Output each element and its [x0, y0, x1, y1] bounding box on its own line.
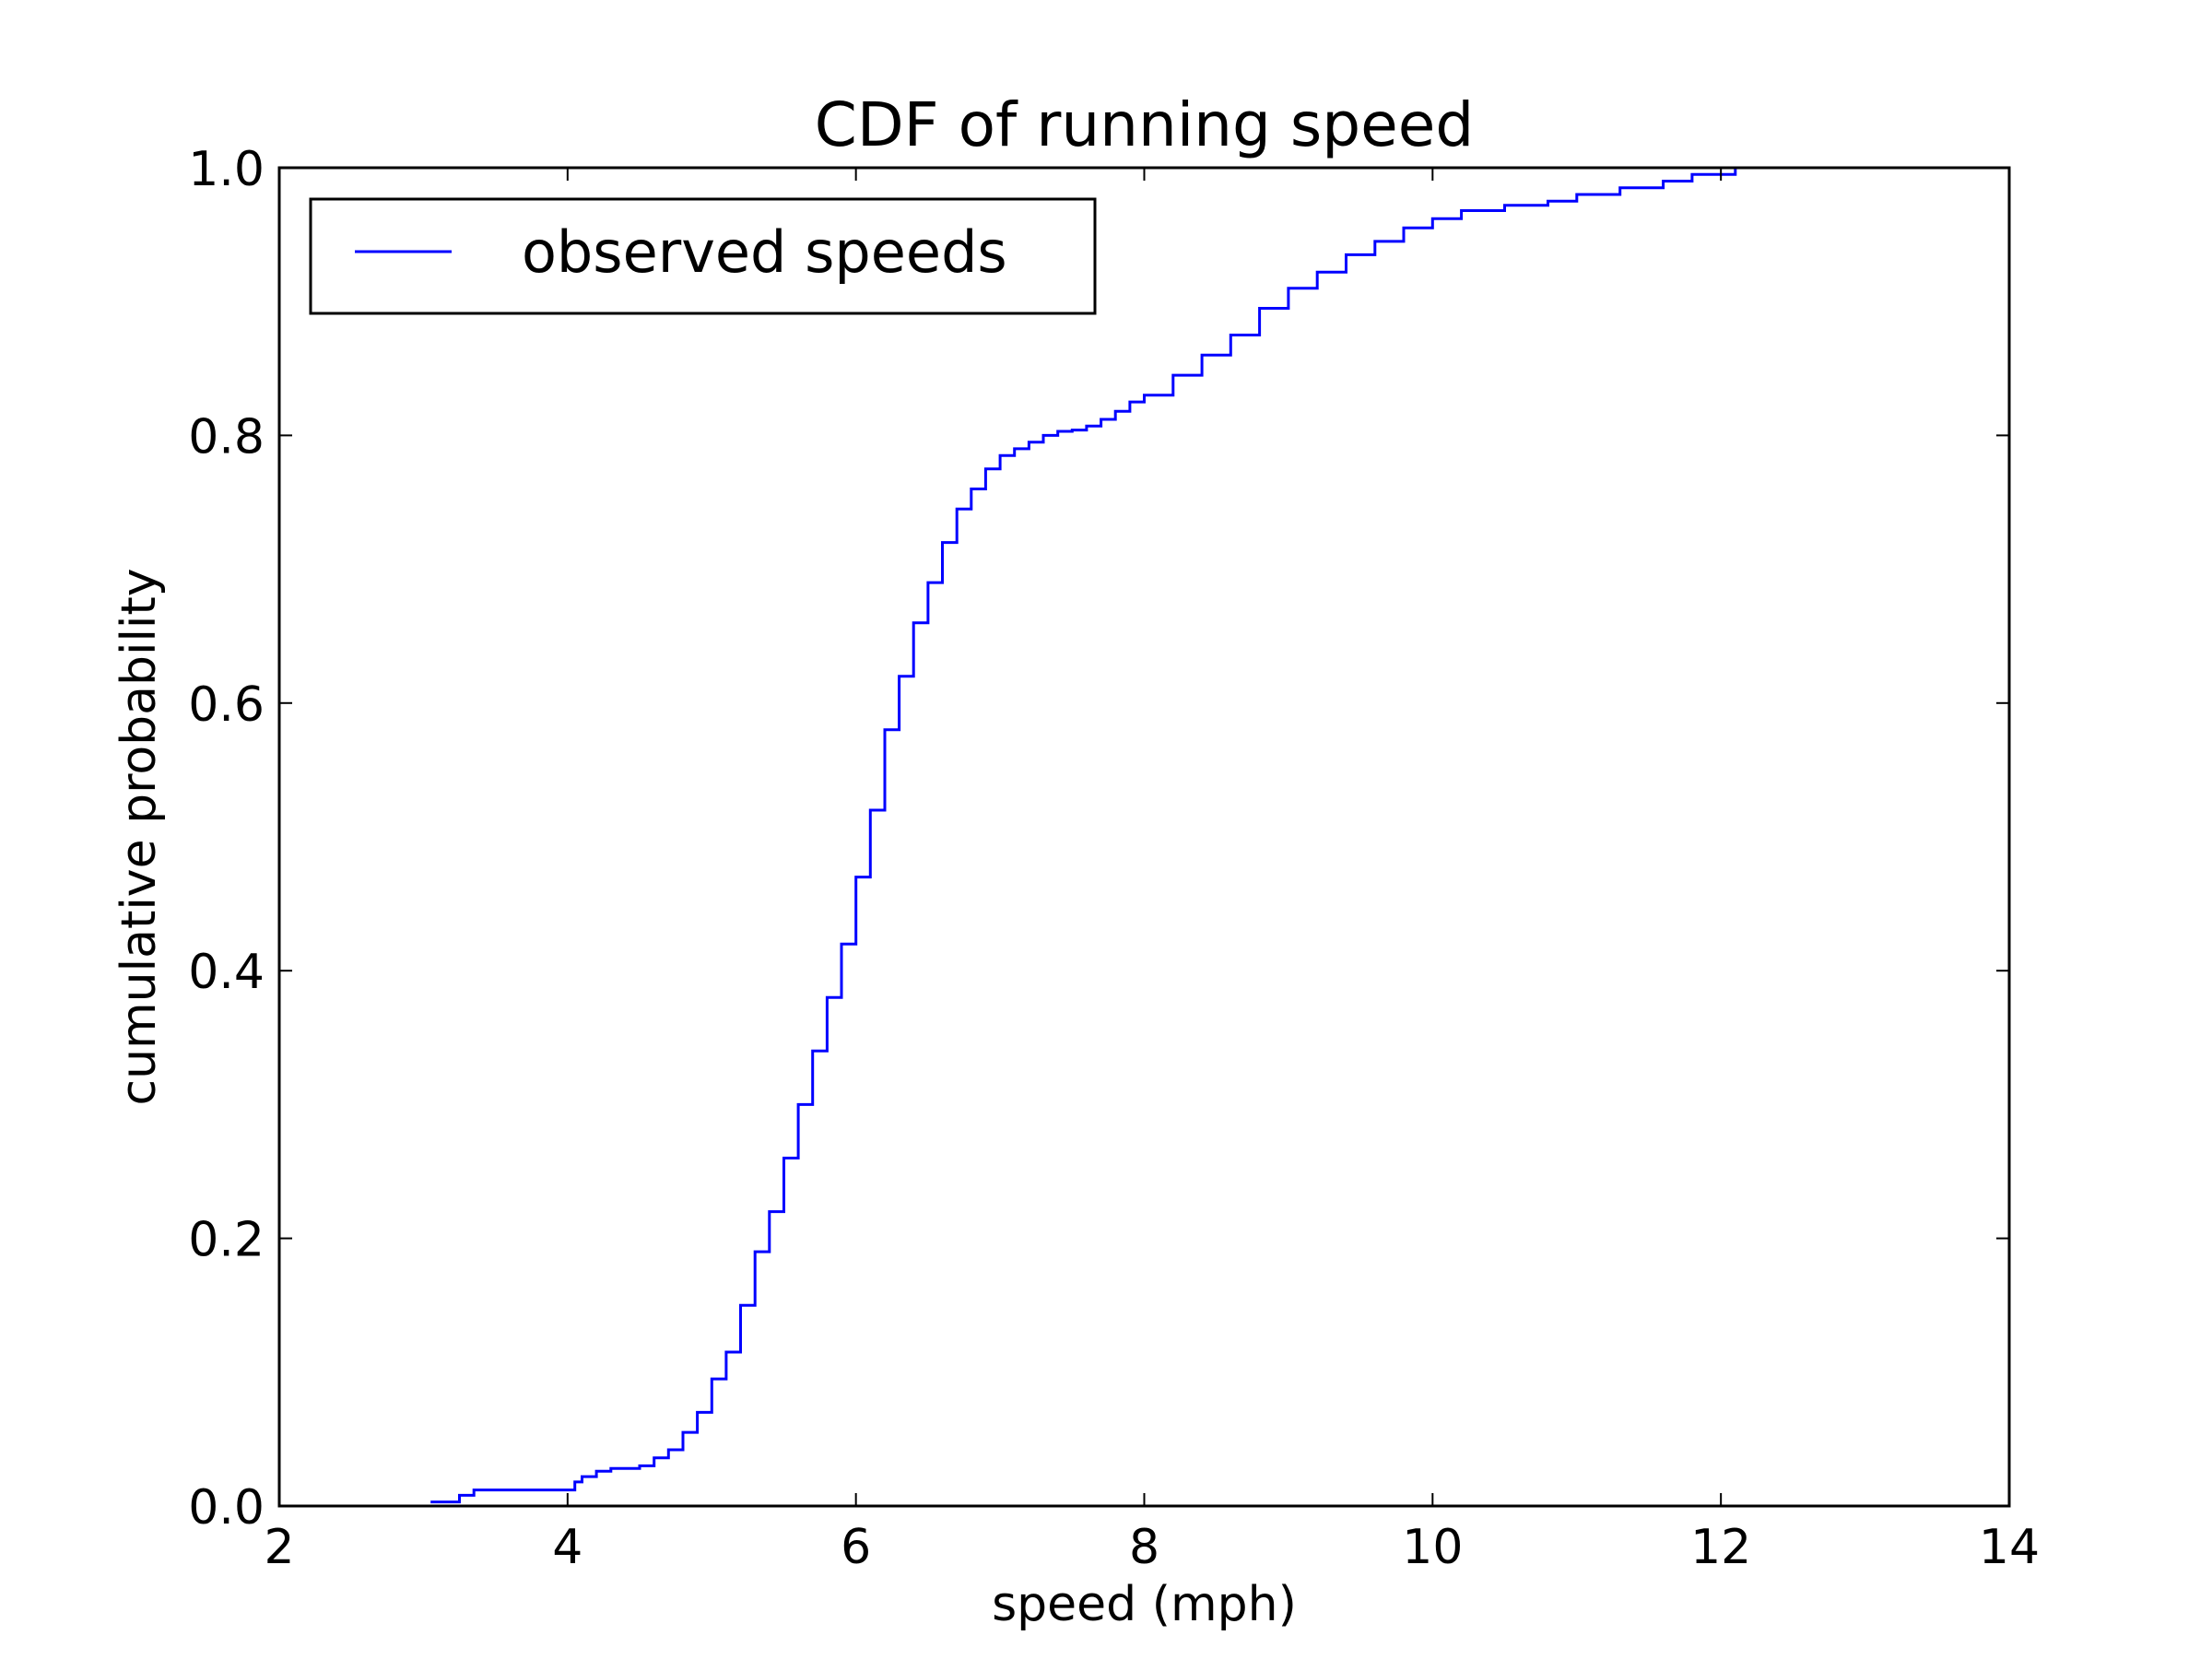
y-tick-label: 0.6: [188, 677, 265, 733]
x-tick-label: 14: [1979, 1520, 2040, 1575]
x-tick-label: 8: [1129, 1520, 1159, 1575]
chart-title: CDF of running speed: [815, 89, 1475, 160]
y-tick-label: 0.2: [188, 1213, 265, 1268]
y-tick-label: 0.8: [188, 409, 265, 465]
y-axis-label: cumulative probability: [112, 568, 167, 1105]
plot-area: [277, 166, 2011, 1508]
y-tick-label: 1.0: [188, 142, 265, 197]
x-tick-label: 10: [1402, 1520, 1463, 1575]
x-axis-label: speed (mph): [992, 1577, 1297, 1632]
x-tick-label: 4: [552, 1520, 582, 1575]
y-tick-label: 0.0: [188, 1480, 265, 1535]
legend: observed speeds: [309, 197, 1097, 315]
series-line-observed-speeds: [430, 168, 1737, 1504]
legend-label: observed speeds: [522, 218, 1007, 286]
x-tick-label: 6: [841, 1520, 871, 1575]
legend-box: [309, 197, 1097, 315]
x-tick-label: 2: [264, 1520, 294, 1575]
axis-ticks: 2 4 6 8 10 12 14 0.0 0.2 0.4 0.6 0.8 1.0: [188, 142, 2040, 1575]
plot-background: [279, 168, 2009, 1506]
x-tick-label: 12: [1690, 1520, 1751, 1575]
y-tick-label: 0.4: [188, 945, 265, 1000]
